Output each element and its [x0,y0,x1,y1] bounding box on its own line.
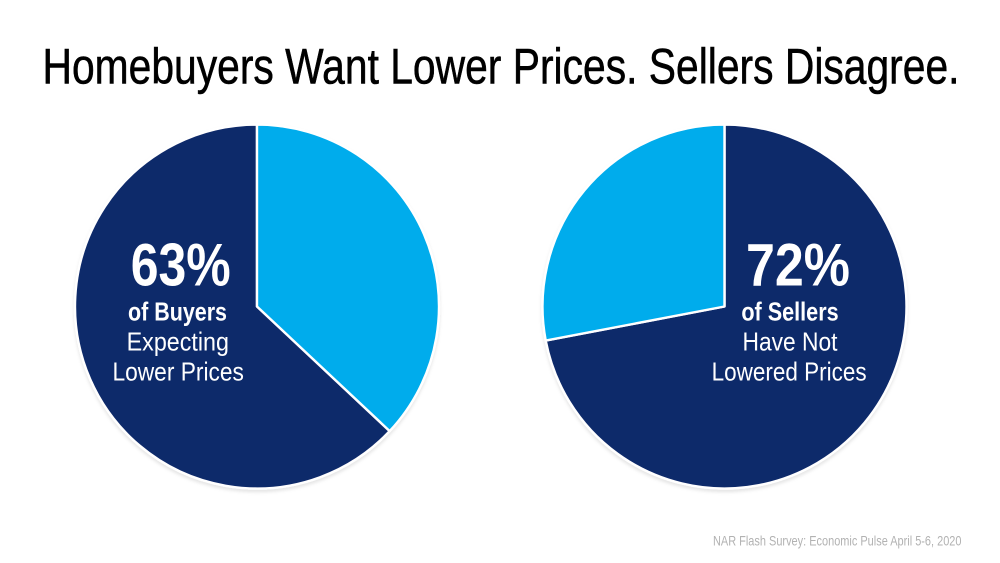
svg-text:NAR Flash Survey: Economic Pul: NAR Flash Survey: Economic Pulse April 5… [713,533,962,549]
svg-text:Homebuyers Want Lower Prices.: Homebuyers Want Lower Prices. Sellers Di… [43,39,960,95]
svg-text:Lowered Prices: Lowered Prices [712,356,867,386]
svg-text:72%: 72% [746,232,850,299]
svg-text:of Sellers: of Sellers [741,297,838,327]
svg-text:Lower Prices: Lower Prices [112,356,244,386]
svg-text:Have Not: Have Not [743,327,839,357]
svg-text:Expecting: Expecting [127,327,229,357]
svg-text:63%: 63% [131,232,231,299]
svg-text:of Buyers: of Buyers [128,297,227,327]
